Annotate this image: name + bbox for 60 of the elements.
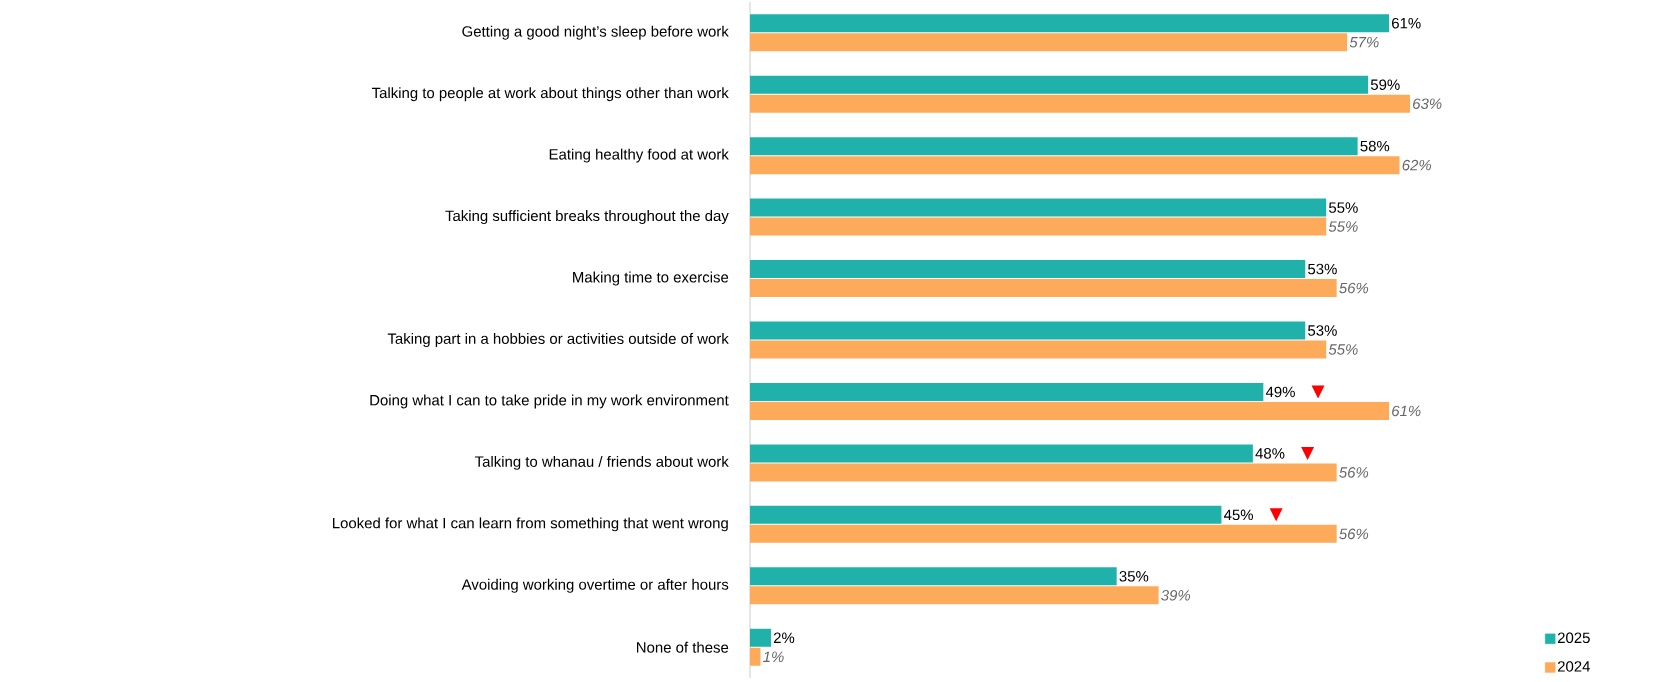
y-tick-label: Looked for what I can learn from something that went wrong <box>332 517 728 532</box>
annotation: ▼ <box>1301 446 1315 460</box>
bar <box>750 137 1358 156</box>
data-label: 61% <box>1392 405 1421 417</box>
data-label: 63% <box>1413 98 1442 109</box>
data-label: 55% <box>1328 344 1358 355</box>
bar <box>750 586 1159 605</box>
data-label: 55% <box>1329 202 1358 213</box>
bar <box>750 33 1348 52</box>
bar <box>750 156 1400 175</box>
bar <box>750 505 1222 524</box>
annotation: ▼ <box>1269 508 1283 522</box>
bar <box>750 628 771 647</box>
data-label: 57% <box>1349 36 1379 48</box>
bar <box>750 567 1117 586</box>
bar <box>750 198 1327 217</box>
data-label: 56% <box>1339 282 1369 294</box>
bar <box>750 217 1327 236</box>
bar <box>750 463 1337 482</box>
legend-label: 2024 <box>1557 661 1590 672</box>
data-label: 53% <box>1308 263 1337 275</box>
data-label: 49% <box>1265 386 1295 398</box>
data-label: 35% <box>1119 571 1149 582</box>
data-label: 48% <box>1255 448 1285 459</box>
data-label: 2% <box>773 632 795 644</box>
y-tick-label: Avoiding working overtime or after hours <box>461 578 729 593</box>
legend-label: 2025 <box>1557 632 1590 644</box>
data-label: 1% <box>763 651 784 662</box>
y-tick-label: Eating healthy food at work <box>549 148 729 163</box>
bar <box>750 260 1306 279</box>
bar <box>750 321 1306 340</box>
y-tick-label: Taking part in a hobbies or activities outside of work <box>387 333 729 347</box>
bar <box>750 14 1390 33</box>
y-tick-label: Taking sufficient breaks throughout the day <box>445 210 729 225</box>
data-label: 53% <box>1308 325 1337 336</box>
y-tick-label: None of these <box>637 641 729 653</box>
data-label: 62% <box>1402 159 1431 171</box>
y-tick-label: Getting a good night’s sleep before work <box>462 25 729 40</box>
data-label: 39% <box>1161 590 1191 601</box>
bar <box>750 279 1337 298</box>
bar <box>750 75 1369 94</box>
bar <box>750 401 1390 420</box>
bar <box>750 524 1337 543</box>
data-label: 58% <box>1360 140 1390 152</box>
bar <box>750 340 1327 359</box>
data-label: 61% <box>1392 17 1421 29</box>
y-tick-label: Talking to whanau / friends about work <box>474 455 729 470</box>
annotation: ▼ <box>1311 385 1325 399</box>
y-tick-label: Talking to people at work about things other than work <box>371 87 729 102</box>
bar <box>750 444 1253 463</box>
bar <box>750 647 761 666</box>
data-label: 45% <box>1223 509 1254 521</box>
data-label: 56% <box>1339 528 1369 540</box>
data-label: 55% <box>1328 221 1358 232</box>
data-label: 56% <box>1339 467 1369 478</box>
y-tick-label: Doing what I can to take pride in my work environment <box>370 394 729 409</box>
bar <box>750 382 1264 401</box>
y-tick-label: Making time to exercise <box>573 271 729 286</box>
data-label: 59% <box>1370 79 1400 90</box>
bar <box>750 94 1411 113</box>
